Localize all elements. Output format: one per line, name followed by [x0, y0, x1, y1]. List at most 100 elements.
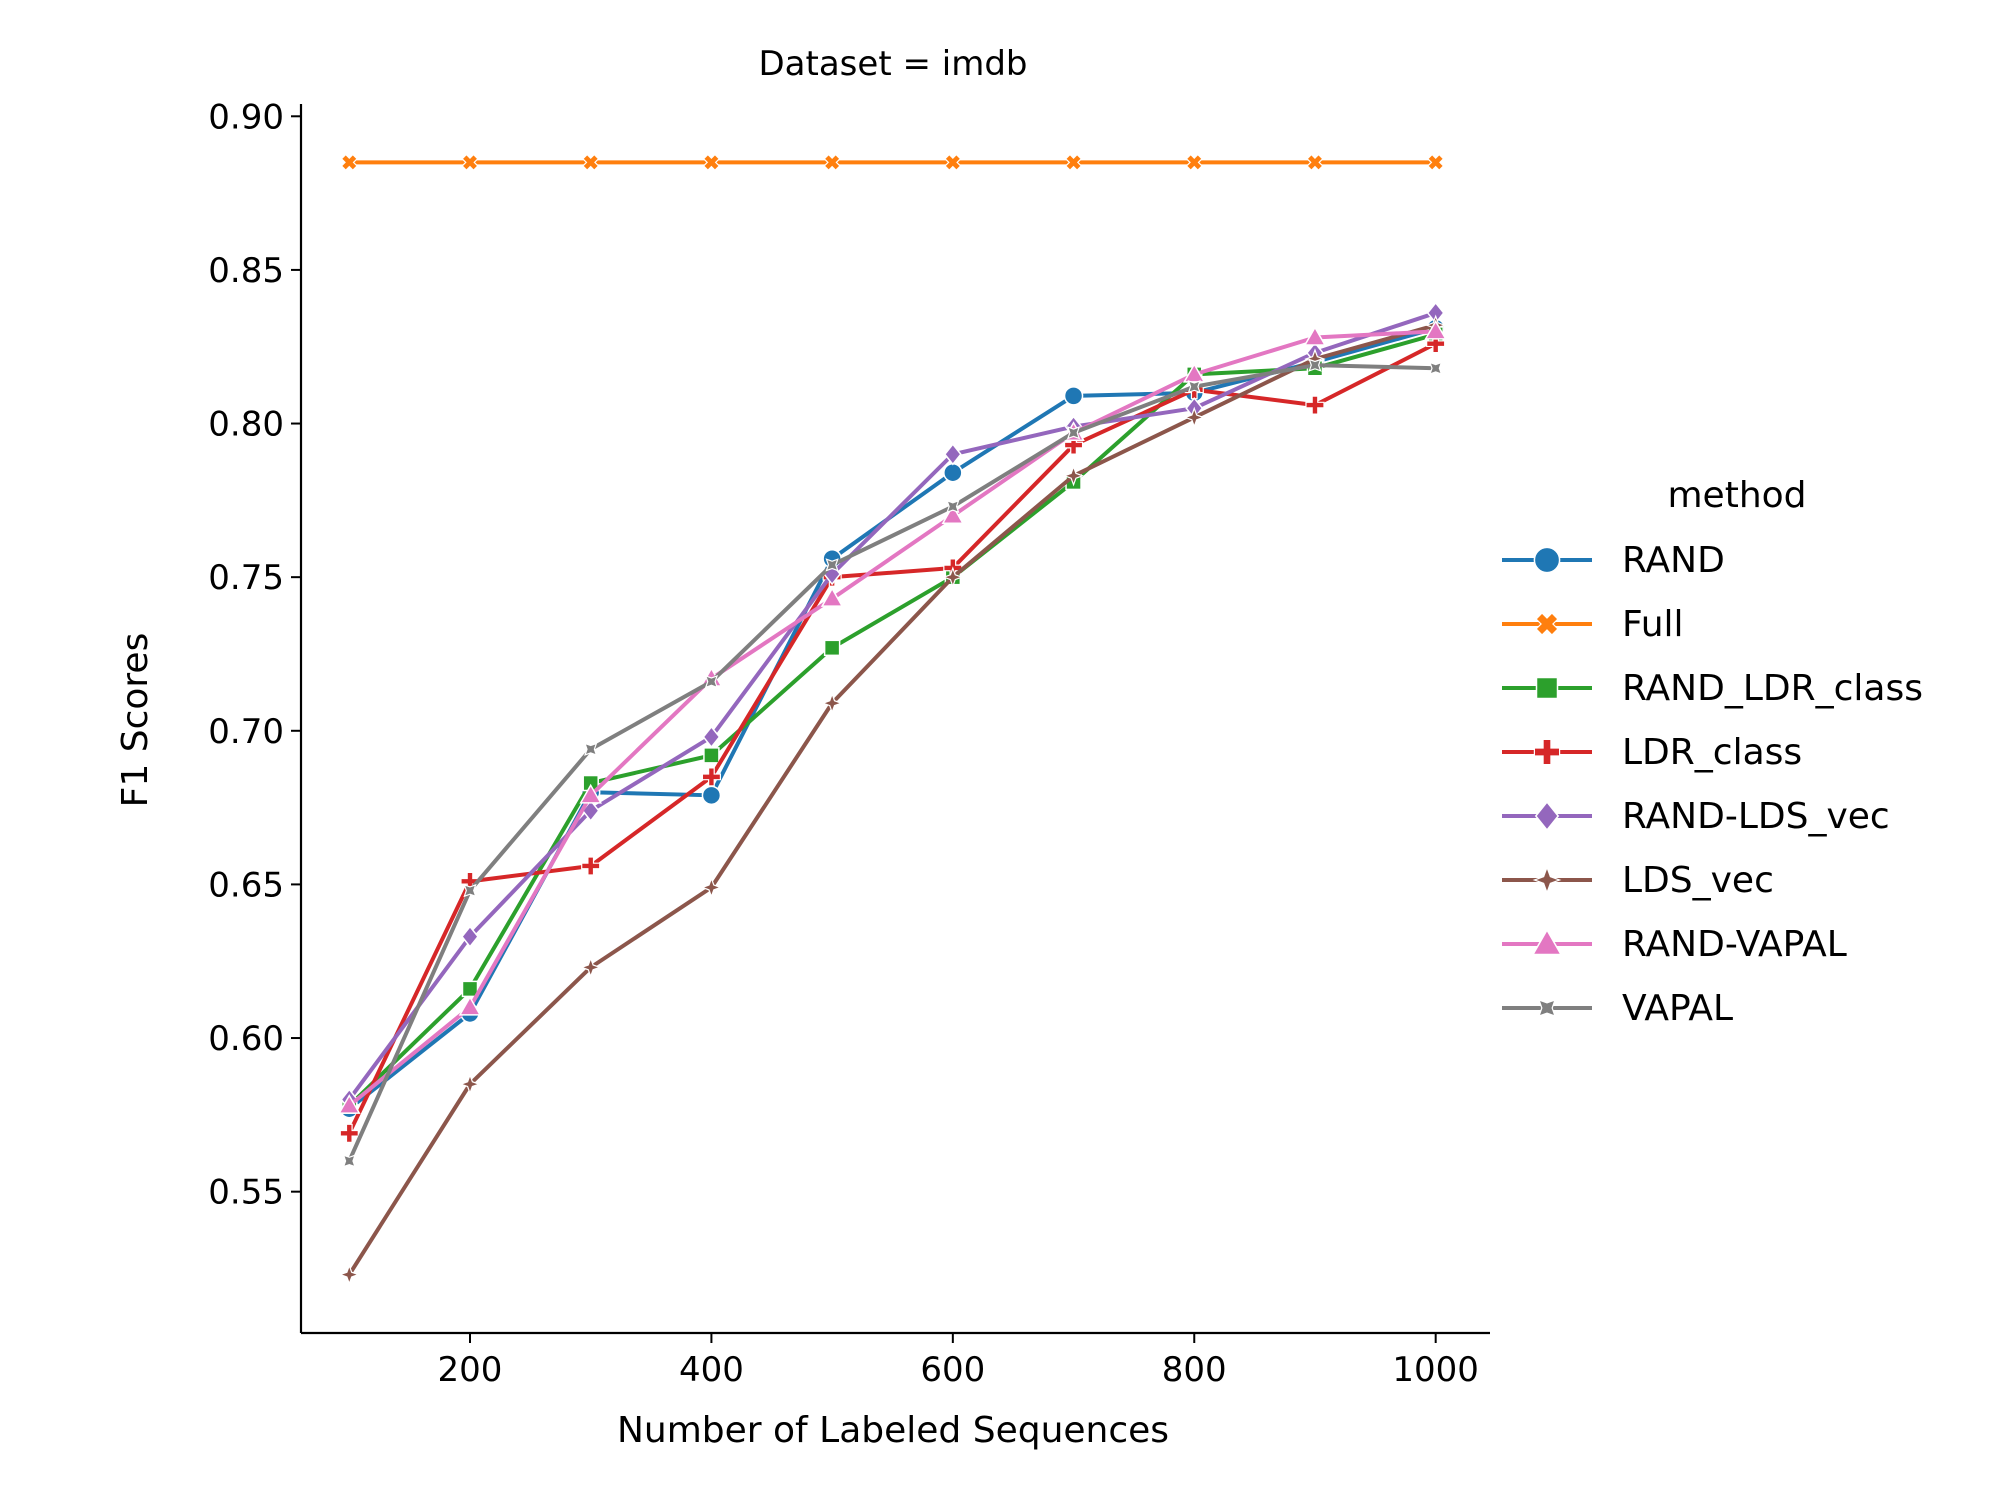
- x-tick-label: 800: [1162, 1350, 1227, 1390]
- data-point-lds-vec: [1062, 465, 1085, 487]
- data-point-lds-vec: [1183, 406, 1206, 429]
- data-point-lds-vec: [338, 1263, 361, 1286]
- data-point-vapal: [1429, 361, 1443, 375]
- y-tick-label: 0.75: [208, 558, 284, 598]
- legend-marker-rand: [1533, 546, 1561, 574]
- legend-label-rand-ldr-class: RAND_LDR_class: [1622, 668, 1923, 709]
- series-layer: [337, 153, 1447, 1286]
- legend-label-vapal: VAPAL: [1622, 988, 1733, 1029]
- y-tick-label: 0.85: [208, 251, 284, 291]
- legend-marker-rand-lds-vec: [1534, 800, 1560, 832]
- y-tick-label: 0.90: [208, 97, 284, 137]
- y-tick-label: 0.65: [208, 865, 284, 905]
- data-point-rand-vapal: [941, 504, 965, 524]
- y-tick-label: 0.55: [208, 1173, 284, 1213]
- data-point-rand-vapal: [1182, 362, 1206, 383]
- data-point-rand-vapal: [458, 995, 482, 1016]
- y-tick-label: 0.60: [208, 1019, 284, 1059]
- legend-label-ldr-class: LDR_class: [1622, 732, 1802, 773]
- legend-item-vapal: VAPAL: [1502, 988, 1733, 1029]
- data-point-full: [1427, 153, 1445, 172]
- legend-item-full: Full: [1502, 604, 1684, 645]
- series-rand-vapal: [337, 319, 1447, 1114]
- x-axis-label: Number of Labeled Sequences: [617, 1410, 1169, 1451]
- data-point-vapal: [946, 499, 960, 514]
- legend-label-rand-vapal: RAND-VAPAL: [1622, 924, 1847, 965]
- legend-marker-lds-vec: [1532, 865, 1562, 895]
- legend-item-lds-vec: LDS_vec: [1502, 860, 1774, 901]
- data-point-lds-vec: [579, 956, 602, 979]
- data-point-lds-vec: [821, 692, 843, 714]
- data-point-rand-vapal: [1424, 319, 1447, 340]
- series-line-rand: [347, 326, 1438, 1111]
- data-point-vapal: [825, 558, 839, 572]
- data-point-full: [702, 153, 721, 172]
- series-lds-vec: [338, 314, 1447, 1286]
- data-point-ldr-class: [339, 1123, 359, 1143]
- data-point-rand-vapal: [337, 1094, 361, 1114]
- x-tick-label: 200: [438, 1350, 503, 1390]
- data-point-vapal: [1066, 426, 1081, 440]
- data-point-rand: [1063, 386, 1084, 406]
- data-point-rand: [701, 785, 722, 806]
- legend-marker-rand-ldr-class: [1535, 676, 1559, 700]
- data-point-full: [823, 153, 841, 172]
- data-point-rand-ldr-class: [823, 639, 841, 657]
- data-point-rand-lds-vec: [461, 925, 479, 948]
- axes: 200 400 600 800 1000 0.55 0.60 0.65 0.70 0.75 0.80…: [208, 97, 1490, 1390]
- data-point-rand-vapal: [820, 587, 844, 607]
- legend-item-rand-lds-vec: RAND-LDS_vec: [1502, 796, 1890, 837]
- y-tick-label: 0.70: [208, 712, 284, 752]
- legend-label-full: Full: [1622, 604, 1684, 645]
- series-line-rand-lds-vec: [347, 310, 1438, 1102]
- data-point-ldr-class: [1305, 395, 1325, 415]
- series-vapal: [342, 358, 1443, 1168]
- data-point-rand-vapal: [1303, 325, 1327, 346]
- data-point-rand: [943, 462, 963, 483]
- data-point-vapal: [584, 742, 598, 756]
- data-point-vapal: [1308, 358, 1322, 372]
- legend-label-rand-lds-vec: RAND-LDS_vec: [1622, 796, 1890, 837]
- data-point-lds-vec: [459, 1073, 481, 1095]
- series-line-vapal: [347, 363, 1438, 1163]
- series-full: [340, 153, 1445, 172]
- data-point-vapal: [463, 883, 477, 898]
- data-point-vapal: [342, 1154, 356, 1168]
- data-point-lds-vec: [942, 566, 964, 588]
- x-tick-label: 400: [679, 1350, 744, 1390]
- legend-item-rand-ldr-class: RAND_LDR_class: [1502, 668, 1923, 709]
- data-point-rand-vapal: [579, 783, 602, 804]
- legend-label-rand: RAND: [1622, 540, 1725, 581]
- series-rand: [339, 318, 1446, 1119]
- legend-item-rand-vapal: RAND-VAPAL: [1502, 924, 1847, 965]
- legend: RAND Full RAND_LDR_class LDR_class RAND-LDS_…: [1502, 540, 1923, 1029]
- series-line-ldr-class: [347, 341, 1438, 1136]
- legend-marker-full: [1535, 612, 1559, 636]
- y-tick-label: 0.80: [208, 405, 284, 445]
- legend-item-ldr-class: LDR_class: [1502, 732, 1802, 773]
- data-point-ldr-class: [1063, 435, 1084, 455]
- data-point-full: [582, 153, 600, 172]
- chart-title: Dataset = imdb: [759, 44, 1028, 84]
- data-point-rand-lds-vec: [943, 443, 962, 466]
- series-rand-ldr-class: [341, 326, 1444, 1114]
- legend-marker-rand-vapal: [1531, 928, 1563, 956]
- data-point-full: [1306, 153, 1324, 172]
- data-point-rand-lds-vec: [702, 725, 721, 749]
- data-point-full: [461, 153, 479, 172]
- x-tick-label: 1000: [1392, 1350, 1479, 1390]
- data-point-ldr-class: [701, 767, 722, 787]
- series-line-rand-vapal: [347, 329, 1438, 1108]
- data-point-lds-vec: [700, 876, 723, 899]
- y-axis-label: F1 Scores: [115, 633, 156, 808]
- legend-label-lds-vec: LDS_vec: [1622, 860, 1774, 901]
- data-point-vapal: [1187, 380, 1201, 394]
- data-point-full: [1185, 153, 1203, 172]
- data-point-ldr-class: [1426, 334, 1446, 354]
- x-tick-label: 600: [920, 1350, 985, 1390]
- data-point-full: [1064, 153, 1083, 172]
- data-point-vapal: [704, 674, 719, 689]
- data-point-ldr-class: [581, 856, 601, 876]
